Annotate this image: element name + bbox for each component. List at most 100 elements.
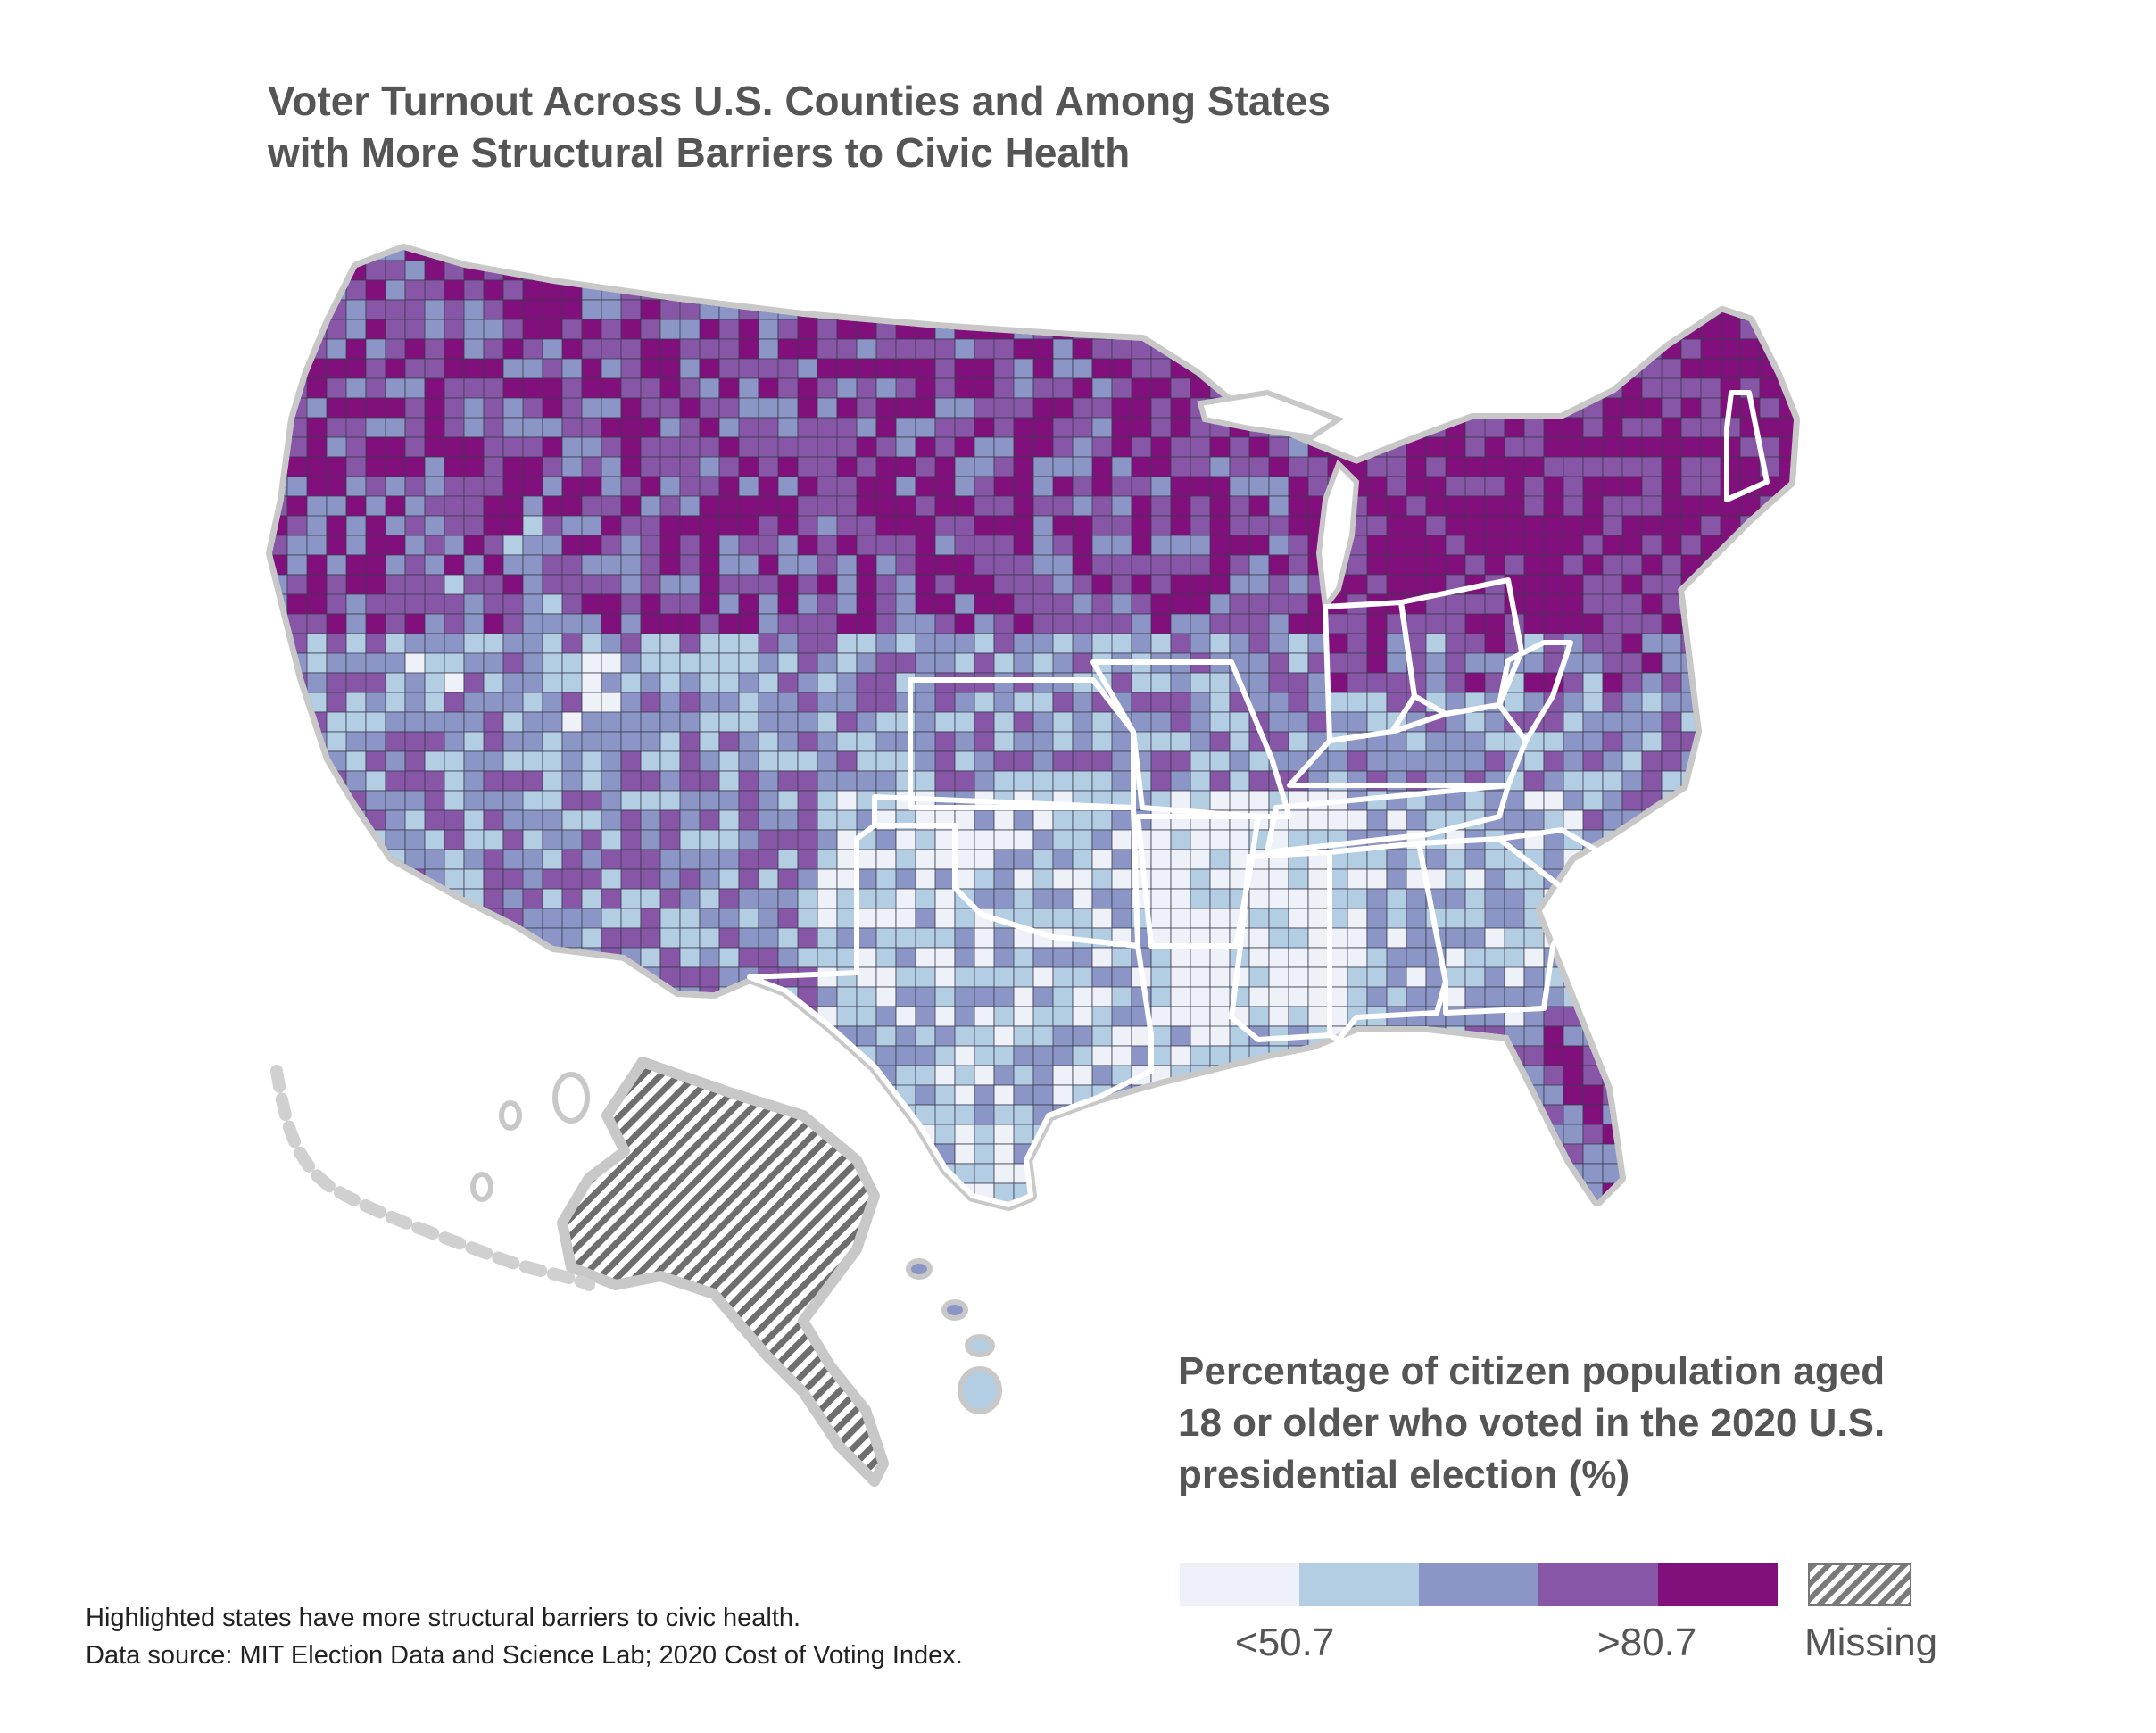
county-cell	[1464, 358, 1486, 379]
county-cell	[404, 1182, 426, 1204]
county-cell	[699, 250, 720, 261]
county-cell	[1425, 319, 1466, 360]
county-cell	[1307, 1084, 1329, 1125]
county-cell	[542, 1163, 563, 1184]
county-cell	[875, 1202, 897, 1205]
county-cell	[856, 672, 877, 693]
county-cell	[345, 731, 367, 752]
county-cell	[1799, 496, 1819, 516]
county-cell	[1759, 574, 1780, 595]
county-cell	[954, 260, 975, 281]
county-cell	[1700, 417, 1721, 438]
county-cell	[856, 947, 877, 968]
county-cell	[326, 476, 347, 497]
county-cell	[424, 966, 445, 988]
county-cell	[679, 554, 701, 576]
county-cell	[502, 476, 524, 497]
county-cell	[1759, 692, 1780, 713]
county-cell	[1366, 908, 1388, 929]
county-cell	[1347, 1143, 1368, 1184]
county-cell	[1209, 319, 1250, 340]
county-cell	[817, 250, 858, 261]
county-cell	[856, 633, 877, 654]
county-cell	[1052, 593, 1074, 615]
county-cell	[1307, 711, 1329, 733]
county-cell	[1464, 849, 1486, 870]
county-cell	[1602, 338, 1623, 360]
county-cell	[640, 397, 661, 419]
county-cell	[875, 1182, 916, 1204]
county-cell	[272, 692, 288, 713]
county-cell	[1779, 535, 1794, 556]
county-cell	[817, 456, 838, 477]
county-cell	[1072, 279, 1093, 301]
county-cell	[1406, 535, 1427, 556]
county-cell	[1523, 1163, 1564, 1184]
county-cell	[365, 1124, 386, 1145]
county-cell	[345, 947, 367, 988]
county-cell	[1779, 1065, 1794, 1086]
county-cell	[836, 633, 858, 654]
county-cell	[1425, 377, 1447, 399]
county-cell	[286, 947, 308, 968]
county-cell	[875, 1025, 897, 1047]
county-cell	[365, 868, 386, 909]
county-cell	[856, 535, 877, 556]
county-cell	[1131, 476, 1152, 497]
county-cell	[1759, 652, 1794, 674]
county-cell	[601, 633, 622, 654]
county-cell	[483, 672, 504, 693]
county-cell	[1190, 849, 1211, 870]
county-cell	[286, 299, 308, 320]
county-cell	[1209, 1163, 1231, 1184]
county-cell	[1621, 986, 1663, 1007]
county-cell	[1680, 397, 1702, 419]
county-cell	[934, 535, 956, 556]
county-cell	[1484, 633, 1505, 654]
county-cell	[620, 417, 642, 438]
county-cell	[817, 574, 838, 595]
county-cell	[502, 986, 543, 1007]
county-cell	[1720, 1163, 1761, 1184]
county-cell	[286, 279, 308, 301]
county-cell	[1720, 1045, 1761, 1086]
county-cell	[895, 260, 916, 281]
county-cell	[895, 986, 916, 1007]
county-cell	[1170, 279, 1211, 301]
county-cell	[699, 613, 720, 634]
county-cell	[1288, 888, 1309, 909]
county-cell	[385, 888, 406, 909]
county-cell	[385, 554, 406, 576]
county-cell	[1347, 1202, 1368, 1205]
county-cell	[1150, 535, 1172, 556]
county-cell	[385, 966, 406, 1007]
county-cell	[1759, 908, 1780, 929]
county-cell	[1445, 927, 1466, 949]
county-cell	[1543, 1202, 1584, 1205]
county-cell	[1445, 1182, 1466, 1204]
county-cell	[1700, 1025, 1721, 1066]
county-cell	[1013, 1045, 1034, 1066]
county-cell	[1072, 770, 1093, 792]
county-cell	[1700, 868, 1721, 890]
county-cell	[1720, 809, 1761, 850]
county-cell	[444, 927, 465, 949]
county-cell	[1799, 673, 1819, 712]
county-cell	[345, 1006, 367, 1027]
county-cell	[1170, 1182, 1211, 1204]
county-cell	[777, 888, 799, 909]
county-cell	[1661, 633, 1682, 654]
county-cell	[463, 829, 485, 850]
county-cell	[1170, 436, 1191, 458]
county-cell	[1209, 770, 1231, 792]
county-cell	[699, 868, 720, 890]
county-cell	[1523, 1025, 1545, 1047]
county-cell	[1131, 1163, 1152, 1184]
county-cell	[1425, 495, 1447, 517]
county-cell	[601, 260, 622, 281]
county-cell	[1170, 1065, 1191, 1106]
county-cell	[581, 476, 602, 497]
county-cell	[1759, 377, 1780, 399]
county-cell	[326, 1104, 347, 1125]
county-cell	[1150, 1006, 1172, 1027]
